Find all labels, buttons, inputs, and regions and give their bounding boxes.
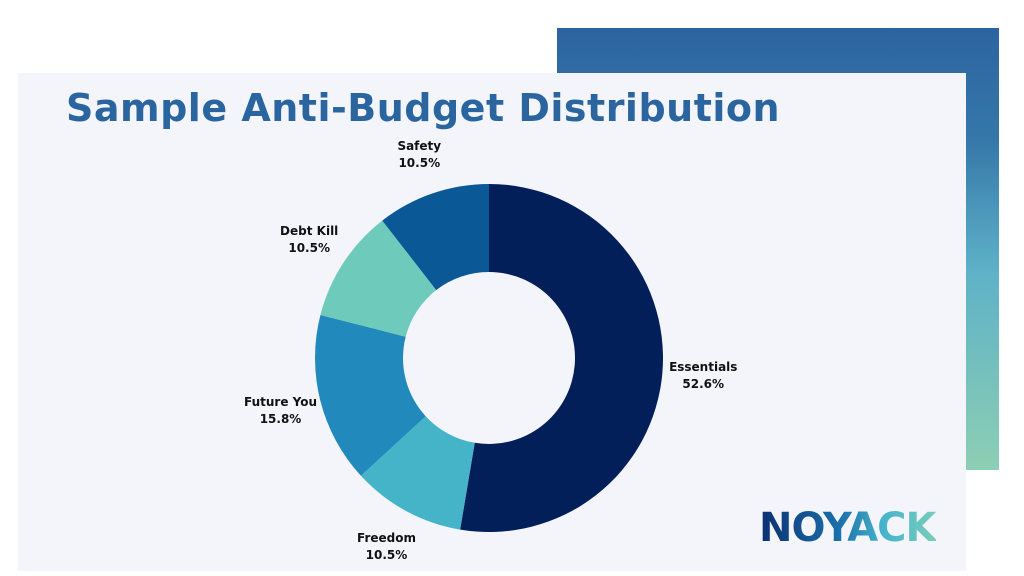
- data-label: Essentials 52.6%: [669, 359, 737, 393]
- slice-essentials: [460, 184, 663, 532]
- slice-label: Essentials: [669, 359, 738, 374]
- slice-percent: 10.5%: [288, 241, 330, 256]
- data-label: Debt Kill 10.5%: [280, 223, 338, 257]
- slice-percent: 10.5%: [365, 548, 408, 562]
- slice-percent: 10.5%: [398, 155, 441, 170]
- slice-label: Debt Kill: [280, 224, 339, 239]
- data-label: Freedom 10.5%: [357, 530, 416, 564]
- chart-title: Sample Anti-Budget Distribution: [66, 86, 781, 130]
- slice-percent: 15.8%: [259, 411, 302, 426]
- slice-label: Safety: [397, 138, 442, 153]
- data-label: Future You 15.8%: [244, 394, 317, 428]
- slice-safety: [382, 184, 489, 291]
- slice-debt-kill: [320, 220, 437, 337]
- slice-freedom: [360, 416, 475, 530]
- slice-percent: 52.6%: [682, 376, 725, 391]
- slice-future-you: [314, 314, 426, 476]
- slice-label: Freedom: [357, 531, 416, 545]
- noyack-logo: NOYACK: [759, 505, 936, 551]
- slice-label: Future You: [244, 394, 318, 409]
- data-label: Safety 10.5%: [397, 138, 441, 172]
